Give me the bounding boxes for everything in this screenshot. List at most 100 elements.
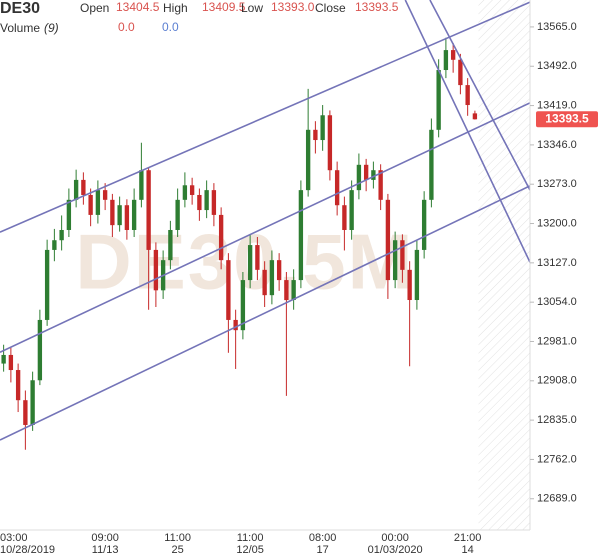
- y-tick-label: 12762.0: [537, 453, 577, 465]
- x-tick-date: 12/05: [236, 544, 264, 556]
- candle-body: [139, 170, 144, 200]
- candle-body: [197, 194, 202, 211]
- candle-body: [392, 240, 398, 281]
- y-tick-label: 12981.0: [537, 335, 577, 347]
- candle-body: [363, 164, 369, 180]
- candle-body: [400, 240, 405, 270]
- candle-body: [117, 205, 122, 226]
- candle-body: [168, 229, 173, 261]
- trend-line: [0, 1, 530, 233]
- price-tag-label: 13393.5: [545, 111, 589, 125]
- field-label: Open: [80, 1, 109, 15]
- plot-area: DE30,5M: [0, 0, 530, 530]
- x-tick-date: 14: [462, 544, 474, 556]
- candle-body: [247, 245, 253, 281]
- x-tick-date: 25: [172, 544, 184, 556]
- candle-body: [255, 245, 260, 270]
- y-tick-label: 13054.0: [537, 296, 577, 308]
- candle-body: [414, 249, 420, 301]
- candle-body: [262, 269, 267, 296]
- field-value: 13409.5: [202, 0, 246, 14]
- y-tick-label: 13273.0: [537, 178, 577, 190]
- candle-body: [218, 214, 224, 261]
- candle-body: [305, 129, 311, 191]
- candle-body: [131, 199, 137, 230]
- x-tick-date: 10/28/2019: [0, 544, 55, 556]
- y-tick-label: 12835.0: [537, 414, 577, 426]
- y-tick-label: 13200.0: [537, 217, 577, 229]
- x-tick-label: 08:00: [309, 532, 337, 544]
- y-tick-label: 12689.0: [537, 493, 577, 505]
- candle-body: [204, 190, 209, 211]
- trend-line: [0, 185, 530, 441]
- y-tick-label: 13127.0: [537, 257, 577, 269]
- candle-body: [110, 199, 115, 226]
- candle-body: [66, 199, 72, 230]
- candle-body: [327, 115, 333, 171]
- x-tick-label: 09:00: [91, 532, 119, 544]
- candle-body: [349, 190, 354, 230]
- x-tick-label: 00:00: [381, 532, 409, 544]
- candle-body: [175, 199, 180, 230]
- y-tick-label: 13565.0: [537, 21, 577, 33]
- candle-body: [15, 370, 21, 401]
- candle-body: [44, 249, 50, 320]
- candle-body: [88, 194, 93, 215]
- x-tick-date: 17: [317, 544, 329, 556]
- candle-body: [182, 185, 188, 200]
- candle-body: [124, 205, 130, 230]
- candle-body: [226, 260, 231, 320]
- candle-body: [407, 269, 412, 301]
- candle-body: [233, 319, 238, 331]
- x-tick-label: 21:00: [454, 532, 482, 544]
- candle-body: [276, 260, 282, 281]
- volume-value: 0.0: [118, 20, 135, 34]
- volume-label: Volume: [0, 21, 40, 35]
- candle-body: [102, 190, 108, 200]
- candle-body: [472, 113, 478, 120]
- candle-body: [269, 260, 275, 296]
- candle-body: [240, 280, 246, 331]
- candle-body: [313, 129, 318, 141]
- y-tick-label: 13419.0: [537, 99, 577, 111]
- candle-body: [298, 190, 304, 281]
- trend-line: [404, 0, 530, 263]
- candle-body: [59, 229, 64, 241]
- price-tag: [536, 111, 598, 128]
- candle-body: [81, 179, 86, 195]
- field-value: 13404.5: [116, 0, 160, 14]
- candle-body: [334, 170, 340, 206]
- candle-body: [73, 179, 79, 200]
- candle-body: [153, 249, 159, 291]
- candle-body: [356, 164, 362, 191]
- field-value: 13393.5: [355, 0, 399, 14]
- field-label: High: [163, 1, 188, 15]
- candle-body: [284, 280, 289, 301]
- volume-value: 0.0: [162, 20, 179, 34]
- candle-body: [385, 199, 391, 281]
- volume-param: (9): [44, 21, 59, 35]
- symbol: DE30: [0, 0, 40, 17]
- candle-body: [465, 85, 470, 106]
- trend-line: [0, 102, 530, 353]
- x-tick-date: 11/13: [92, 544, 119, 556]
- candle-body: [436, 70, 441, 130]
- candle-body: [371, 170, 376, 180]
- candle-body: [342, 205, 347, 230]
- x-tick-label: 03:00: [0, 532, 28, 544]
- candle-body: [23, 400, 28, 425]
- field-label: Close: [315, 1, 346, 15]
- y-tick-label: 13346.0: [537, 139, 577, 151]
- candle-body: [450, 50, 456, 60]
- candle-body: [458, 59, 463, 86]
- candle-body: [320, 115, 325, 141]
- x-tick-date: 01/03/2020: [368, 544, 423, 556]
- candle-body: [30, 380, 35, 425]
- candle-body: [1, 354, 6, 364]
- candle-body: [378, 170, 383, 200]
- trend-line: [429, 0, 530, 191]
- candle-body: [95, 190, 101, 215]
- y-tick-label: 13492.0: [537, 60, 577, 72]
- x-tick-label: 11:00: [237, 532, 264, 544]
- candle-body: [429, 129, 434, 200]
